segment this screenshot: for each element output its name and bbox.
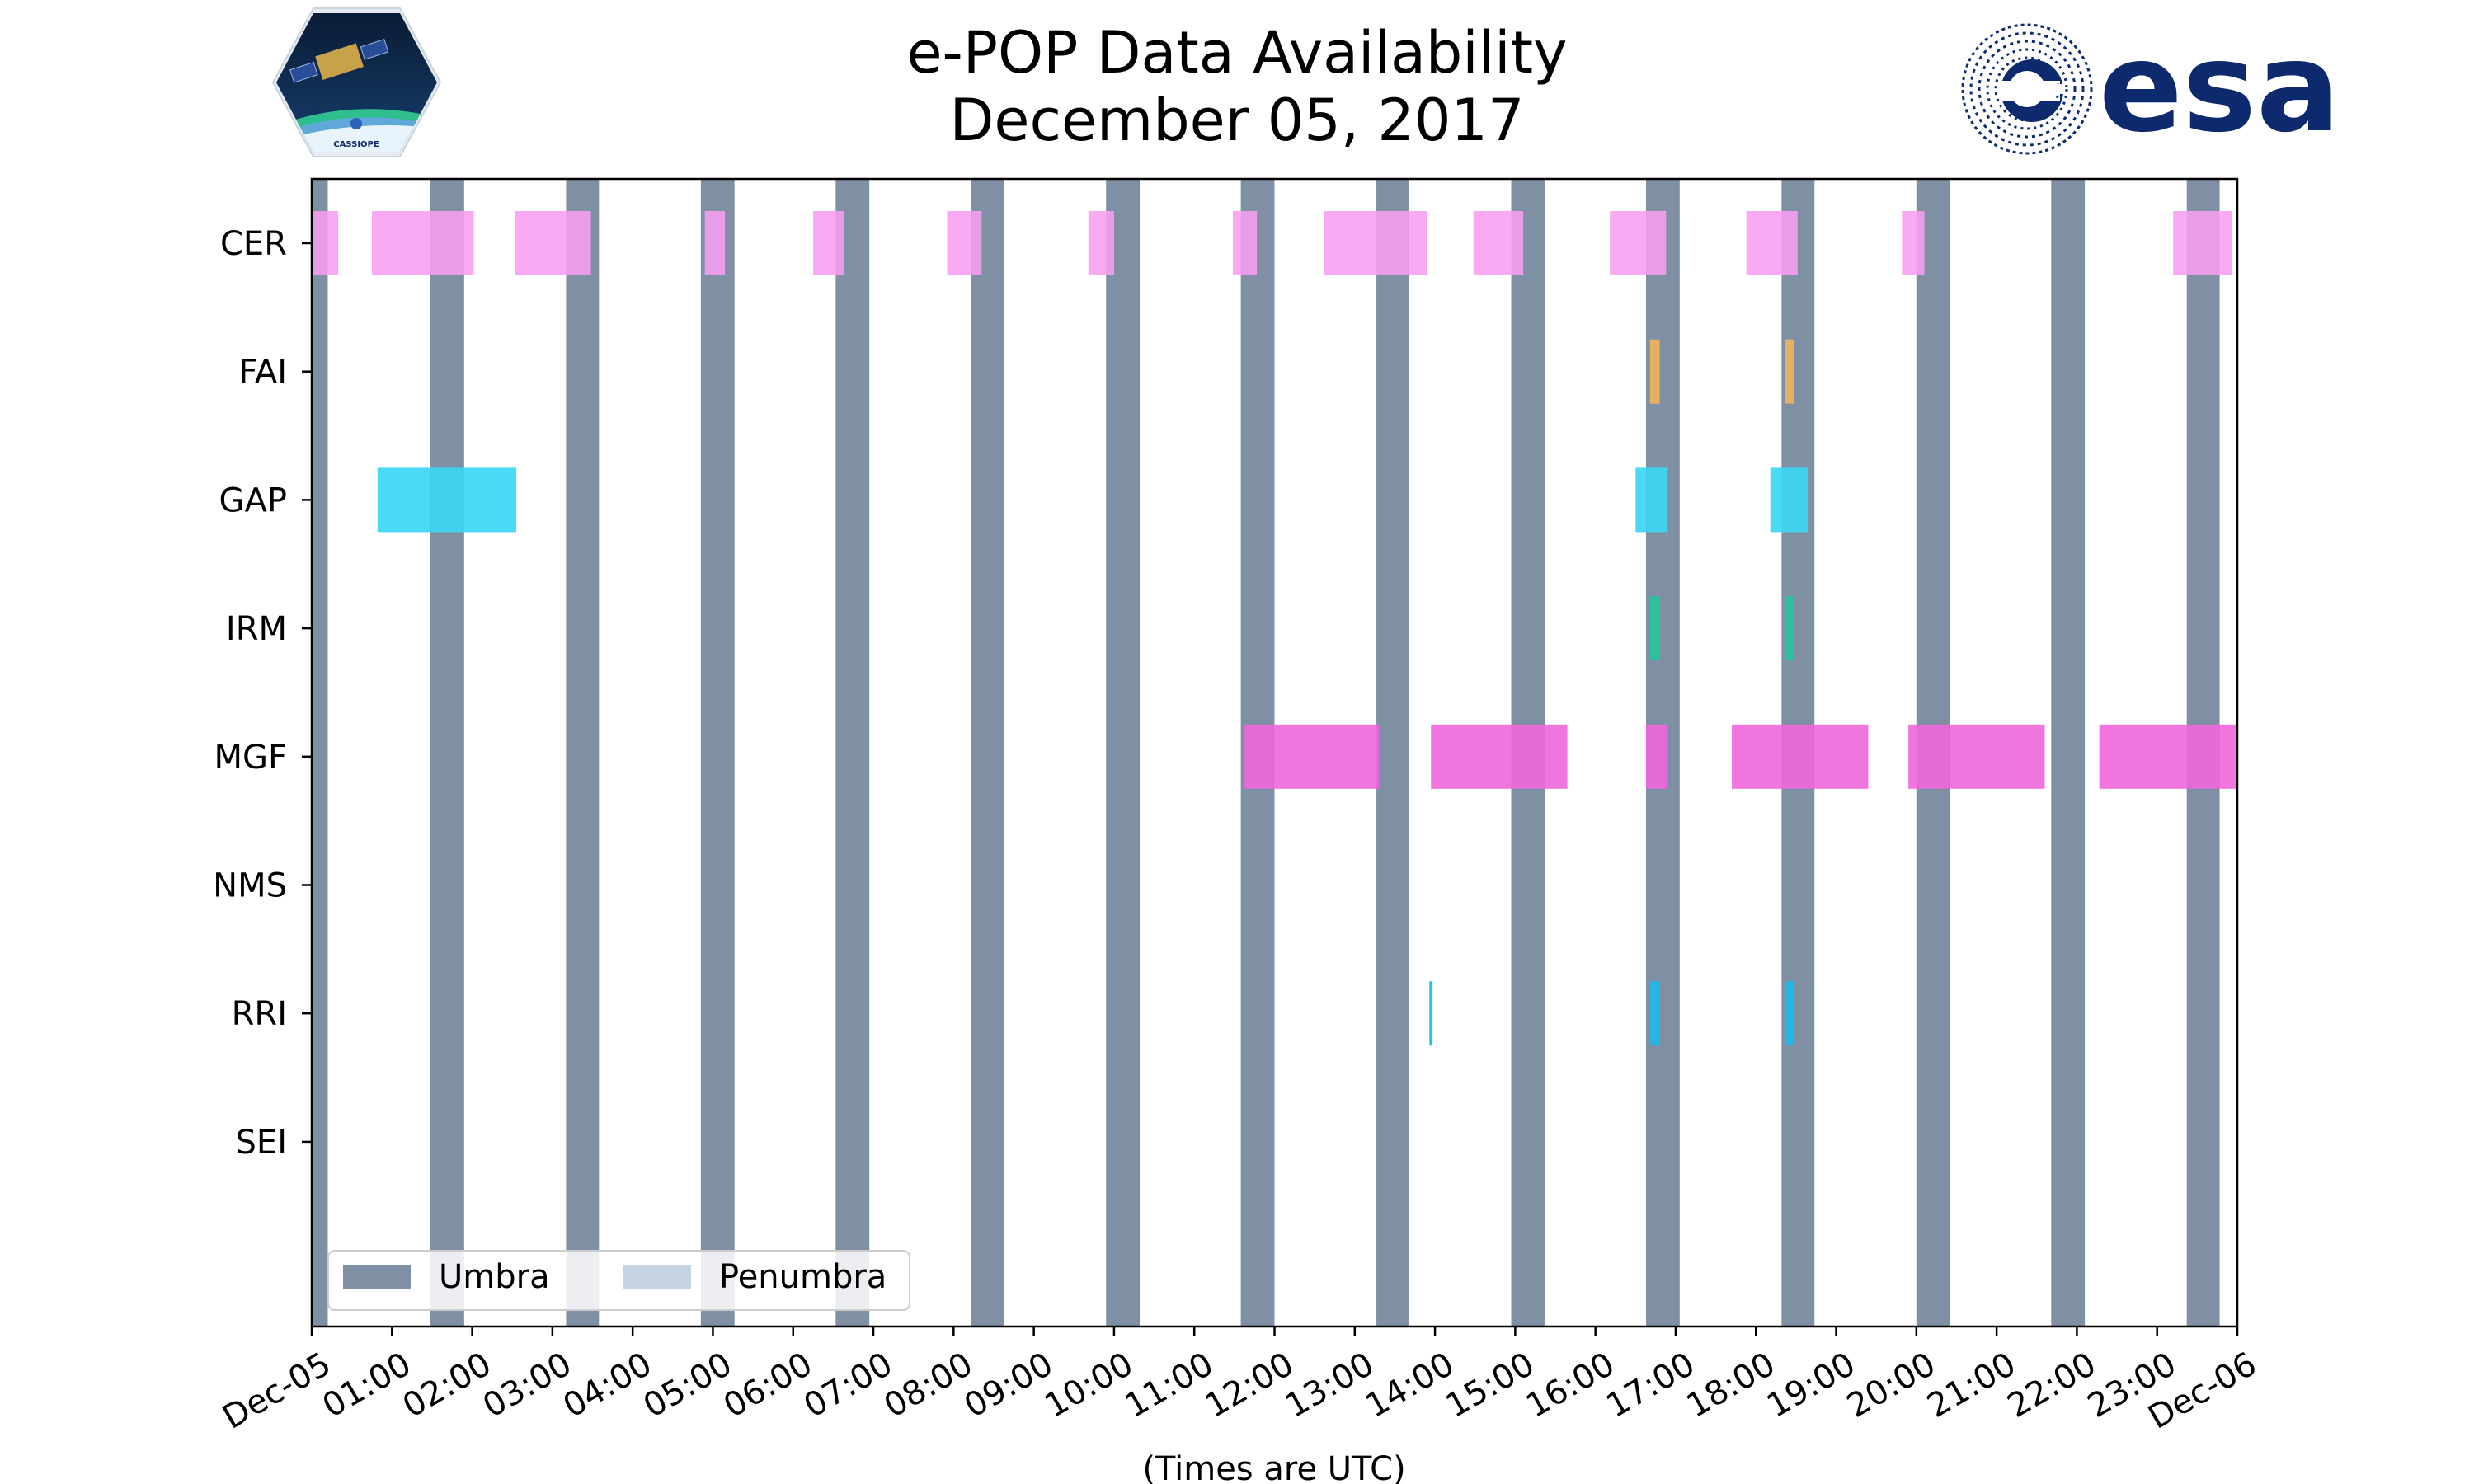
data-bar-rri	[1649, 981, 1660, 1046]
data-bar-cer	[704, 211, 726, 275]
data-bar-cer	[2173, 211, 2232, 275]
umbra-band	[700, 179, 735, 1327]
y-tick-label-cer: CER	[220, 225, 287, 263]
data-bar-cer	[1610, 211, 1667, 275]
plot-area: CER FAI GAP IRM MGF NMS RRI SEI Dec-0501:0002:0…	[213, 177, 2263, 1437]
x-tick-label: 13:00	[1279, 1345, 1380, 1425]
data-bar-rri	[1785, 981, 1794, 1046]
legend-swatch-penumbra	[623, 1265, 691, 1289]
y-axis: CER FAI GAP IRM MGF NMS RRI SEI	[213, 225, 312, 1162]
data-bar-cer	[1902, 211, 1925, 275]
data-bar-mgf	[1645, 724, 1668, 789]
x-tick-label: 12:00	[1199, 1345, 1300, 1425]
umbra-band	[1376, 179, 1409, 1327]
legend-frame	[327, 1250, 910, 1311]
umbra-band	[312, 179, 328, 1327]
data-bars	[312, 211, 2237, 1046]
x-tick-label: 18:00	[1680, 1345, 1781, 1425]
umbra-band	[835, 179, 870, 1327]
x-tick-label: 02:00	[397, 1345, 498, 1425]
data-bar-mgf	[1908, 724, 2045, 789]
x-tick-label: 16:00	[1520, 1345, 1621, 1425]
cassiope-logo-icon: CASSIOPE	[271, 7, 442, 157]
data-bar-cer	[1324, 211, 1427, 275]
y-tick-label-mgf: MGF	[214, 739, 287, 777]
umbra-band	[1106, 179, 1141, 1327]
x-tick-label: 08:00	[877, 1345, 979, 1425]
x-tick-label: 15:00	[1440, 1345, 1541, 1425]
legend: Umbra Penumbra	[327, 1250, 910, 1311]
x-axis-label: (Times are UTC)	[1142, 1450, 1405, 1484]
x-tick-label: 17:00	[1600, 1345, 1701, 1425]
data-bar-mgf	[1431, 724, 1568, 789]
x-tick-label: 07:00	[797, 1345, 899, 1425]
chart-title-line1: e-POP Data Availability	[906, 19, 1567, 87]
y-tick-label-gap: GAP	[219, 481, 287, 519]
umbra-band	[430, 179, 464, 1327]
y-tick-label-irm: IRM	[226, 610, 287, 648]
data-bar-rri	[1429, 981, 1433, 1046]
y-tick-label-rri: RRI	[232, 995, 287, 1033]
data-bar-gap	[377, 467, 517, 533]
data-bar-mgf	[1244, 724, 1379, 789]
data-bar-mgf	[2099, 724, 2237, 789]
data-bar-cer	[813, 211, 844, 275]
data-bar-cer	[947, 211, 982, 275]
legend-label-umbra: Umbra	[439, 1258, 550, 1296]
x-tick-label: 22:00	[2001, 1345, 2103, 1425]
x-tick-label: 10:00	[1038, 1345, 1140, 1425]
x-tick-label: 21:00	[1921, 1345, 2022, 1425]
esa-logo-icon: esa	[1961, 16, 2340, 160]
y-tick-label-sei: SEI	[236, 1124, 287, 1162]
x-axis: Dec-0501:0002:0003:0004:0005:0006:0007:0…	[216, 1327, 2263, 1437]
x-tick-label: 01:00	[316, 1345, 417, 1425]
x-tick-label: 09:00	[958, 1345, 1060, 1425]
x-tick-label: 11:00	[1118, 1345, 1220, 1425]
chart-title-line2: December 05, 2017	[950, 87, 1525, 154]
data-bar-cer	[1746, 211, 1798, 275]
data-bar-cer	[371, 211, 474, 275]
y-tick-label-fai: FAI	[239, 354, 288, 392]
x-tick-label: 19:00	[1761, 1345, 1862, 1425]
x-tick-label: 05:00	[637, 1345, 739, 1425]
x-tick-label: 20:00	[1841, 1345, 1942, 1425]
umbra-band	[566, 179, 600, 1327]
esa-logo-text: esa	[2099, 16, 2340, 160]
x-tick-label: 03:00	[477, 1345, 578, 1425]
data-bar-irm	[1649, 596, 1660, 661]
x-tick-label: 14:00	[1359, 1345, 1460, 1425]
data-bar-fai	[1785, 339, 1794, 404]
data-bar-cer	[312, 211, 339, 275]
y-tick-label-nms: NMS	[213, 867, 287, 905]
data-bar-gap	[1635, 467, 1668, 533]
data-bar-cer	[1473, 211, 1524, 275]
mission-logo-text: CASSIOPE	[333, 140, 379, 149]
data-bar-cer	[1232, 211, 1258, 275]
x-tick-label: 06:00	[717, 1345, 819, 1425]
x-tick-label: 04:00	[557, 1345, 658, 1425]
umbra-band	[971, 179, 1004, 1327]
data-bar-gap	[1770, 467, 1808, 533]
data-bar-cer	[1088, 211, 1114, 275]
legend-swatch-umbra	[343, 1265, 411, 1289]
data-bar-mgf	[1732, 724, 1869, 789]
data-bar-fai	[1649, 339, 1660, 404]
data-bar-irm	[1785, 596, 1794, 661]
data-bar-cer	[515, 211, 591, 275]
umbra-band	[2051, 179, 2086, 1327]
legend-label-penumbra: Penumbra	[719, 1258, 887, 1296]
